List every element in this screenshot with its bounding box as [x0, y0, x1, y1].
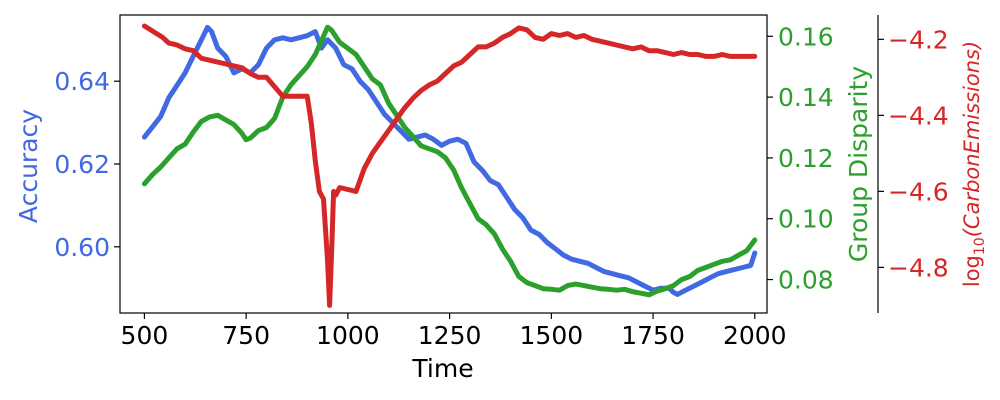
accuracy-axis-label: Accuracy — [14, 109, 43, 223]
x-axis-label: Time — [411, 354, 473, 383]
carbon-tick-label: −4.4 — [888, 101, 949, 130]
disparity-axis-ticks: 0.08 0.10 0.12 0.14 0.16 — [767, 22, 834, 295]
x-tick-label: 1750 — [621, 321, 685, 350]
disparity-tick-label: 0.08 — [778, 266, 834, 295]
carbon-axis-label-base: log — [960, 255, 984, 287]
carbon-tick-label: −4.6 — [888, 177, 949, 206]
accuracy-tick-label: 0.64 — [54, 67, 110, 96]
carbon-axis-label: log10(CarbonEmissions) — [960, 41, 988, 287]
x-tick-label: 1500 — [520, 321, 584, 350]
x-axis-ticks: 500 750 1000 1250 1500 1750 2000 — [121, 313, 787, 350]
carbon-axis-ticks: −4.8 −4.6 −4.4 −4.2 — [878, 25, 949, 282]
disparity-tick-label: 0.16 — [778, 22, 834, 51]
x-tick-label: 1250 — [418, 321, 482, 350]
accuracy-tick-label: 0.60 — [54, 233, 110, 262]
disparity-tick-label: 0.14 — [778, 83, 834, 112]
carbon-tick-label: −4.8 — [888, 253, 949, 282]
carbon-tick-label: −4.2 — [888, 25, 949, 54]
series-lines — [141, 23, 758, 308]
accuracy-tick-label: 0.62 — [54, 150, 110, 179]
x-tick-label: 750 — [222, 321, 270, 350]
group-disparity-line — [141, 24, 758, 298]
disparity-tick-label: 0.10 — [778, 205, 834, 234]
carbon-emissions-line — [141, 23, 758, 308]
disparity-axis-label: Group Disparity — [844, 66, 873, 262]
carbon-axis-label-subscript: 10 — [972, 237, 988, 255]
x-tick-label: 500 — [121, 321, 169, 350]
x-tick-label: 1000 — [316, 321, 380, 350]
accuracy-axis-ticks: 0.60 0.62 0.64 — [54, 67, 120, 262]
disparity-tick-label: 0.12 — [778, 144, 834, 173]
x-tick-label: 2000 — [723, 321, 787, 350]
carbon-axis-label-rest: (CarbonEmissions) — [960, 41, 984, 237]
